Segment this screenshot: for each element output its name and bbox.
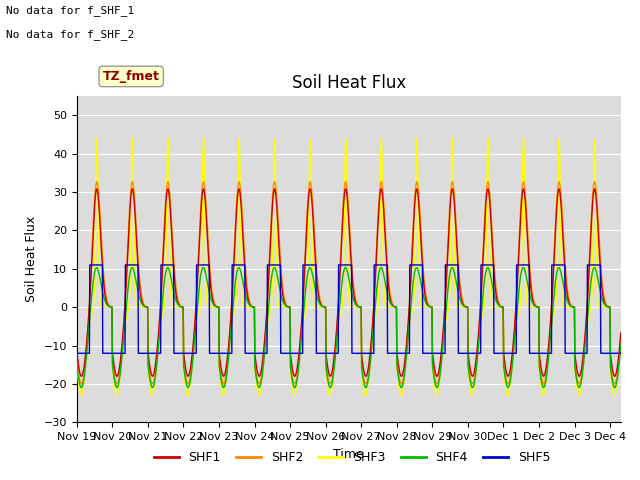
SHF3 [591, 138, 598, 144]
Line: SHF5: SHF5 [77, 265, 621, 353]
SHF2 [220, 381, 228, 386]
Text: No data for f_SHF_1: No data for f_SHF_1 [6, 5, 134, 16]
SHF5 [590, 262, 598, 268]
SHF1 [504, 373, 512, 379]
SHF4 [208, 298, 216, 304]
SHF1 [220, 373, 228, 379]
SHF5 [568, 350, 576, 356]
SHF3 [545, 351, 552, 357]
SHF2 [545, 349, 552, 355]
Line: SHF1: SHF1 [77, 189, 621, 376]
SHF2 [568, 303, 576, 309]
SHF4 [617, 343, 625, 348]
SHF1 [568, 304, 576, 310]
SHF2 [617, 333, 625, 338]
SHF5 [289, 350, 296, 356]
SHF1 [288, 363, 296, 369]
SHF2 [591, 179, 598, 185]
SHF1 [73, 349, 81, 355]
SHF5 [221, 350, 228, 356]
SHF3 [617, 338, 625, 344]
SHF4 [591, 265, 598, 271]
SHF4 [545, 356, 552, 361]
SHF3 [568, 304, 576, 310]
SHF4 [221, 384, 228, 390]
SHF2 [288, 371, 296, 376]
SHF1 [591, 186, 598, 192]
SHF4 [568, 304, 576, 310]
SHF5 [208, 350, 216, 356]
SHF1 [545, 344, 552, 350]
SHF5 [617, 350, 625, 356]
SHF2 [378, 179, 385, 185]
Text: TZ_fmet: TZ_fmet [103, 70, 159, 83]
SHF3 [288, 381, 296, 386]
SHF4 [484, 265, 492, 271]
SHF1 [342, 186, 349, 192]
SHF4 [289, 377, 296, 383]
SHF2 [207, 283, 215, 288]
SHF3 [220, 392, 228, 397]
SHF1 [617, 330, 625, 336]
SHF3 [540, 393, 547, 398]
SHF3 [73, 362, 81, 368]
Y-axis label: Soil Heat Flux: Soil Heat Flux [25, 216, 38, 302]
SHF1 [207, 290, 215, 296]
SHF3 [207, 304, 215, 310]
SHF4 [73, 362, 81, 368]
SHF5 [73, 350, 81, 356]
Text: No data for f_SHF_2: No data for f_SHF_2 [6, 29, 134, 40]
X-axis label: Time: Time [333, 448, 364, 461]
Legend: SHF1, SHF2, SHF3, SHF4, SHF5: SHF1, SHF2, SHF3, SHF4, SHF5 [148, 446, 556, 469]
SHF3 [449, 136, 456, 142]
SHF5 [86, 262, 93, 268]
SHF2 [468, 381, 476, 387]
Line: SHF4: SHF4 [77, 268, 621, 387]
SHF2 [73, 357, 81, 363]
Line: SHF3: SHF3 [77, 139, 621, 396]
Title: Soil Heat Flux: Soil Heat Flux [292, 73, 406, 92]
SHF5 [544, 350, 552, 356]
Line: SHF2: SHF2 [77, 182, 621, 384]
SHF4 [148, 384, 156, 390]
